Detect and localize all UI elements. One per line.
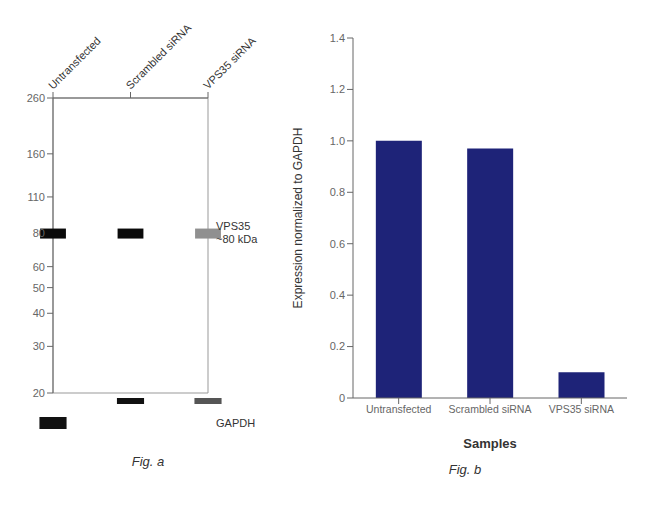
- svg-text:60: 60: [33, 261, 45, 273]
- svg-text:0: 0: [339, 392, 345, 404]
- svg-text:0.2: 0.2: [330, 340, 345, 352]
- svg-text:20: 20: [33, 387, 45, 398]
- svg-text:0.6: 0.6: [330, 238, 345, 250]
- svg-text:VPS35 siRNA: VPS35 siRNA: [549, 403, 614, 415]
- svg-text:260: 260: [27, 92, 45, 104]
- svg-text:1.2: 1.2: [330, 83, 345, 95]
- svg-text:GAPDH: GAPDH: [216, 417, 255, 429]
- svg-text:VPS35 siRNA: VPS35 siRNA: [201, 34, 258, 91]
- svg-text:80: 80: [33, 227, 45, 239]
- html-text:Fig. b: Fig. b: [448, 462, 482, 477]
- svg-text:VPS35~80 kDa: VPS35~80 kDa: [216, 220, 258, 245]
- svg-text:Scrambled siRNA: Scrambled siRNA: [123, 21, 193, 91]
- svg-text:Scrambled siRNA: Scrambled siRNA: [449, 403, 532, 415]
- svg-text:0.8: 0.8: [330, 186, 345, 198]
- svg-text:1.0: 1.0: [330, 135, 345, 147]
- svg-text:50: 50: [33, 282, 45, 294]
- html-text:Fig. a: Fig. a: [131, 454, 165, 469]
- svg-text:0.4: 0.4: [330, 289, 345, 301]
- svg-text:1.4: 1.4: [330, 32, 345, 44]
- svg-text:110: 110: [27, 191, 45, 203]
- svg-text:40: 40: [33, 307, 45, 319]
- svg-text:Samples: Samples: [463, 436, 516, 451]
- svg-text:Untransfected: Untransfected: [366, 403, 432, 415]
- svg-text:Expression normalized to GAPDH: Expression normalized to GAPDH: [291, 128, 305, 309]
- svg-text:160: 160: [27, 148, 45, 160]
- svg-text:Untransfected: Untransfected: [46, 35, 103, 92]
- svg-text:30: 30: [33, 340, 45, 352]
